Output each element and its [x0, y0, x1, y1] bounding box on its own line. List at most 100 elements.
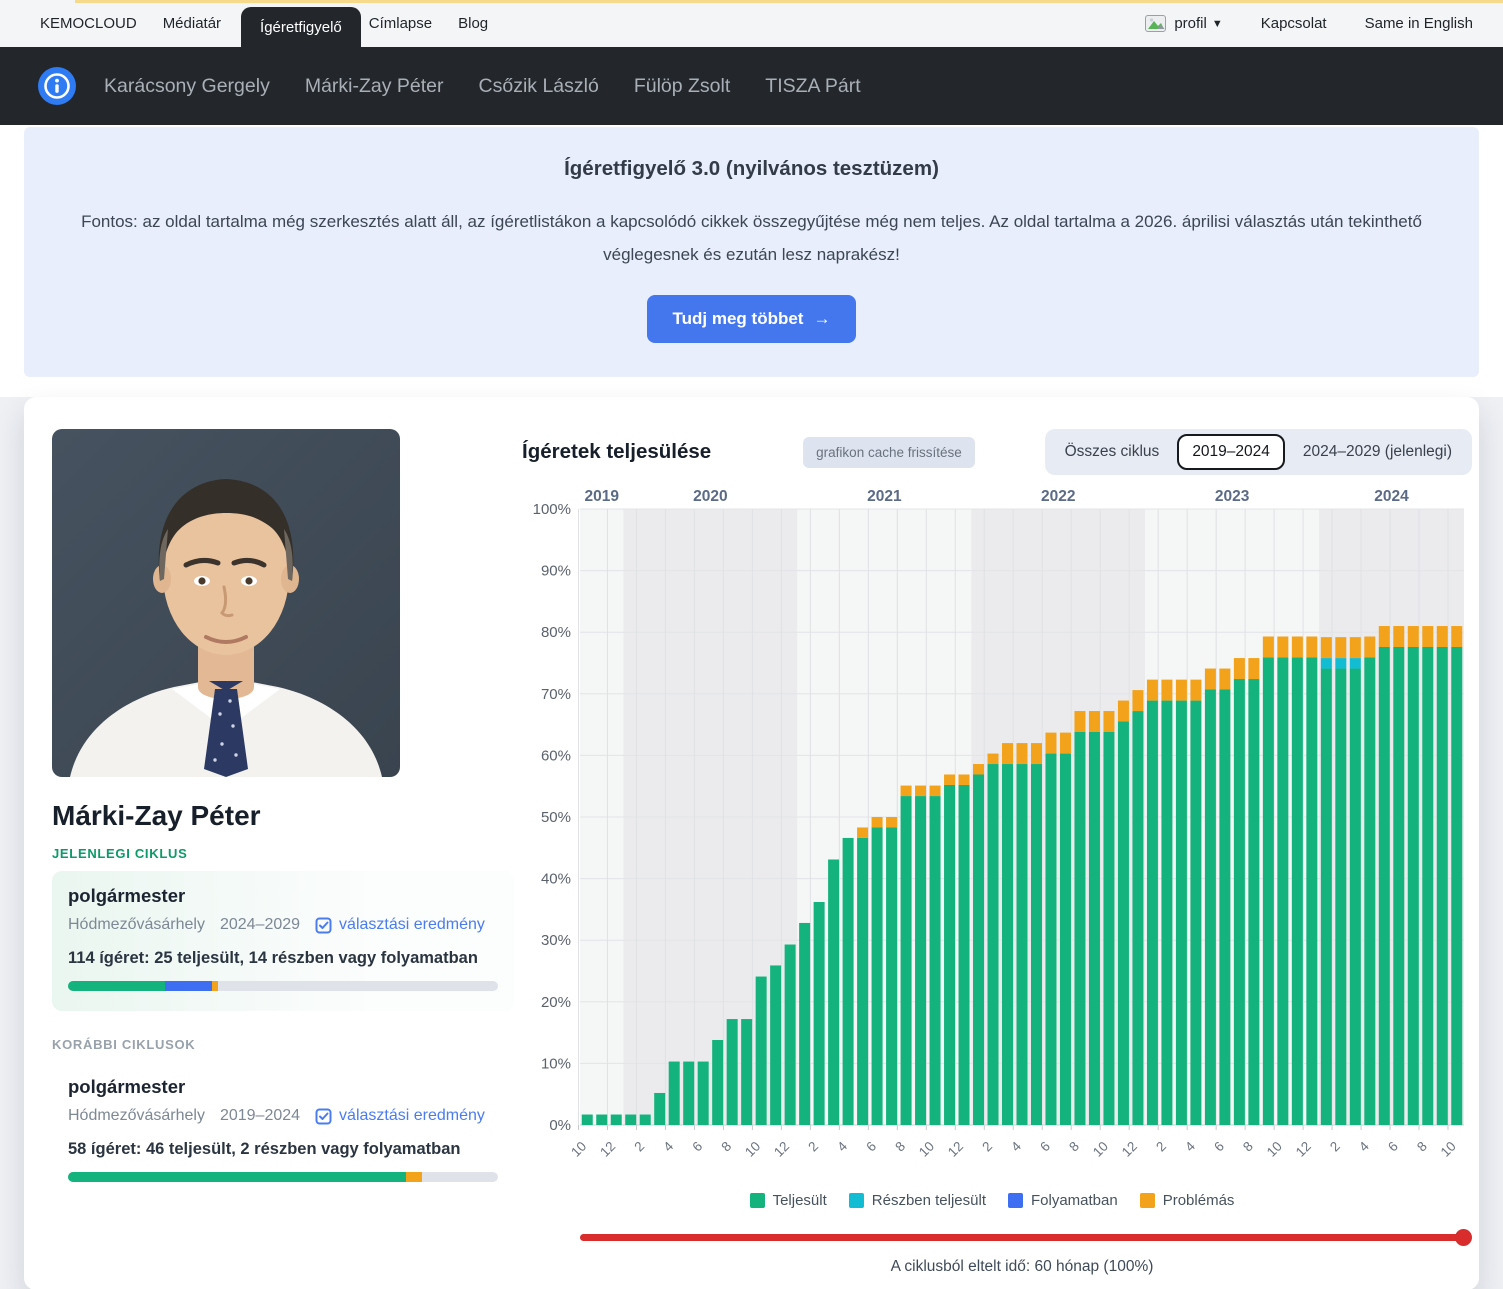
- utility-bar: KEMOCLOUD Médiatár Ígéretfigyelő Címlaps…: [0, 0, 1503, 47]
- svg-text:2: 2: [979, 1139, 995, 1155]
- svg-text:12: 12: [1119, 1139, 1140, 1160]
- time-slider[interactable]: [580, 1229, 1472, 1247]
- current-role: polgármester: [68, 885, 186, 907]
- politician-link-tisza[interactable]: TISZA Párt: [765, 74, 861, 97]
- svg-text:2: 2: [1153, 1139, 1169, 1155]
- test-notice-banner: Ígéretfigyelő 3.0 (nyilvános tesztüzem) …: [24, 127, 1479, 378]
- svg-text:6: 6: [689, 1139, 705, 1155]
- svg-text:10: 10: [568, 1139, 589, 1160]
- nav-item-language[interactable]: Same in English: [1364, 15, 1473, 32]
- svg-text:4: 4: [834, 1138, 850, 1154]
- svg-text:2: 2: [1327, 1139, 1343, 1155]
- previous-progress-bar: [68, 1172, 498, 1183]
- legend-folyamatban[interactable]: Folyamatban: [1008, 1192, 1118, 1209]
- checkbox-check-icon: [315, 1108, 332, 1125]
- politician-link-karacsony[interactable]: Karácsony Gergely: [104, 74, 270, 97]
- svg-text:12: 12: [597, 1139, 618, 1160]
- previous-election-result-link[interactable]: választási eredmény: [315, 1107, 485, 1125]
- promises-chart: 0%10%20%30%40%50%60%70%80%90%100%10 12 2 4 6…: [533, 488, 1464, 1160]
- svg-text:2019: 2019: [584, 488, 619, 505]
- politician-link-csozik[interactable]: Csőzik László: [478, 74, 599, 97]
- main-card: Márki-Zay Péter JELENLEGI CIKLUS polgárm…: [24, 397, 1479, 1289]
- svg-text:2: 2: [631, 1139, 647, 1155]
- current-election-result-label: választási eredmény: [339, 916, 485, 934]
- previous-role: polgármester: [68, 1076, 186, 1098]
- svg-text:80%: 80%: [541, 624, 571, 641]
- politician-navbar: Karácsony Gergely Márki-Zay Péter Csőzik…: [0, 47, 1503, 125]
- top-accent-line: [75, 0, 1503, 3]
- learn-more-button[interactable]: Tudj meg többet →: [646, 295, 857, 344]
- svg-text:10: 10: [1438, 1139, 1459, 1160]
- nav-item-kapcsolat[interactable]: Kapcsolat: [1260, 15, 1327, 32]
- svg-text:2024: 2024: [1374, 488, 1409, 505]
- svg-text:2023: 2023: [1215, 488, 1250, 505]
- svg-text:4: 4: [660, 1138, 676, 1154]
- profile-menu[interactable]: profil ▼: [1145, 15, 1223, 32]
- profile-column: Márki-Zay Péter JELENLEGI CIKLUS polgárm…: [52, 429, 514, 1276]
- chart-column: Ígéretek teljesülése grafikon cache fris…: [514, 429, 1472, 1276]
- svg-text:0%: 0%: [549, 1117, 571, 1134]
- politician-link-fulop[interactable]: Fülöp Zsolt: [633, 74, 731, 97]
- svg-text:4: 4: [1182, 1138, 1198, 1154]
- current-cycle-card: polgármester Hódmezővásárhely 2024–2029 …: [52, 871, 514, 1012]
- banner-text: Fontos: az oldal tartalma még szerkeszté…: [81, 212, 1422, 265]
- legend-teljesult[interactable]: Teljesült: [749, 1192, 827, 1210]
- tab-2019-2024[interactable]: 2019–2024: [1177, 434, 1285, 471]
- svg-text:40%: 40%: [541, 871, 571, 888]
- time-slider-track[interactable]: [580, 1234, 1464, 1242]
- time-slider-handle[interactable]: [1455, 1229, 1472, 1247]
- svg-text:100%: 100%: [533, 501, 571, 518]
- portrait-photo: [52, 429, 400, 778]
- nav-item-cimlapse[interactable]: Címlapse: [368, 15, 433, 32]
- svg-text:8: 8: [1414, 1139, 1430, 1155]
- info-icon[interactable]: [38, 67, 76, 105]
- legend-swatch-blue: [1008, 1193, 1023, 1209]
- nav-item-igeretfigyelo-active[interactable]: Ígéretfigyelő: [241, 7, 361, 47]
- svg-text:30%: 30%: [541, 932, 571, 949]
- legend-reszben[interactable]: Részben teljesült: [848, 1192, 986, 1210]
- previous-summary: 58 ígéret: 46 teljesült, 2 részben vagy …: [68, 1140, 461, 1159]
- current-election-result-link[interactable]: választási eredmény: [315, 916, 485, 934]
- svg-text:10%: 10%: [541, 1056, 571, 1073]
- legend-label: Részben teljesült: [871, 1192, 986, 1210]
- current-cycle-label: JELENLEGI CIKLUS: [52, 846, 188, 862]
- current-years: 2024–2029: [219, 916, 301, 934]
- checkbox-check-icon: [315, 917, 332, 934]
- svg-text:6: 6: [1037, 1139, 1053, 1155]
- previous-election-result-label: választási eredmény: [339, 1107, 485, 1125]
- profile-picture-icon: [1145, 15, 1167, 32]
- brand-kemocloud[interactable]: KEMOCLOUD: [40, 15, 137, 32]
- svg-text:60%: 60%: [541, 748, 571, 765]
- svg-text:90%: 90%: [541, 563, 571, 580]
- svg-text:12: 12: [945, 1139, 966, 1160]
- svg-text:12: 12: [1293, 1139, 1314, 1160]
- svg-text:4: 4: [1356, 1138, 1372, 1154]
- legend-label: Teljesült: [772, 1192, 827, 1210]
- svg-text:8: 8: [1240, 1139, 1256, 1155]
- cycle-tabs: Összes ciklus 2019–2024 2024–2029 (jelen…: [1044, 429, 1472, 476]
- svg-text:10: 10: [1264, 1139, 1285, 1160]
- svg-text:2021: 2021: [867, 488, 902, 505]
- svg-text:8: 8: [718, 1139, 734, 1155]
- previous-years: 2019–2024: [219, 1107, 301, 1125]
- tab-2024-2029[interactable]: 2024–2029 (jelenlegi): [1302, 443, 1452, 461]
- svg-text:6: 6: [1385, 1139, 1401, 1155]
- previous-cycle-card: polgármester Hódmezővásárhely 2019–2024 …: [52, 1062, 514, 1202]
- svg-text:50%: 50%: [541, 809, 571, 826]
- elapsed-time-caption: A ciklusból eltelt idő: 60 hónap (100%): [890, 1258, 1154, 1276]
- refresh-cache-button[interactable]: grafikon cache frissítése: [803, 436, 975, 468]
- svg-text:2020: 2020: [693, 488, 727, 505]
- legend-problemas[interactable]: Problémás: [1139, 1192, 1234, 1209]
- svg-text:2: 2: [805, 1139, 821, 1155]
- nav-item-mediatar[interactable]: Médiatár: [162, 15, 222, 32]
- tab-all-cycles[interactable]: Összes ciklus: [1064, 443, 1160, 461]
- svg-text:10: 10: [742, 1139, 763, 1160]
- legend-swatch-green: [749, 1193, 765, 1209]
- politician-link-markizay[interactable]: Márki-Zay Péter: [304, 74, 444, 97]
- svg-text:10: 10: [916, 1139, 937, 1160]
- current-summary: 114 ígéret: 25 teljesült, 14 részben vag…: [68, 949, 478, 968]
- chevron-down-icon: ▼: [1211, 17, 1223, 30]
- nav-item-blog[interactable]: Blog: [458, 15, 489, 32]
- banner-section: Ígéretfigyelő 3.0 (nyilvános tesztüzem) …: [0, 125, 1503, 398]
- chart-title: Ígéretek teljesülése: [522, 440, 712, 464]
